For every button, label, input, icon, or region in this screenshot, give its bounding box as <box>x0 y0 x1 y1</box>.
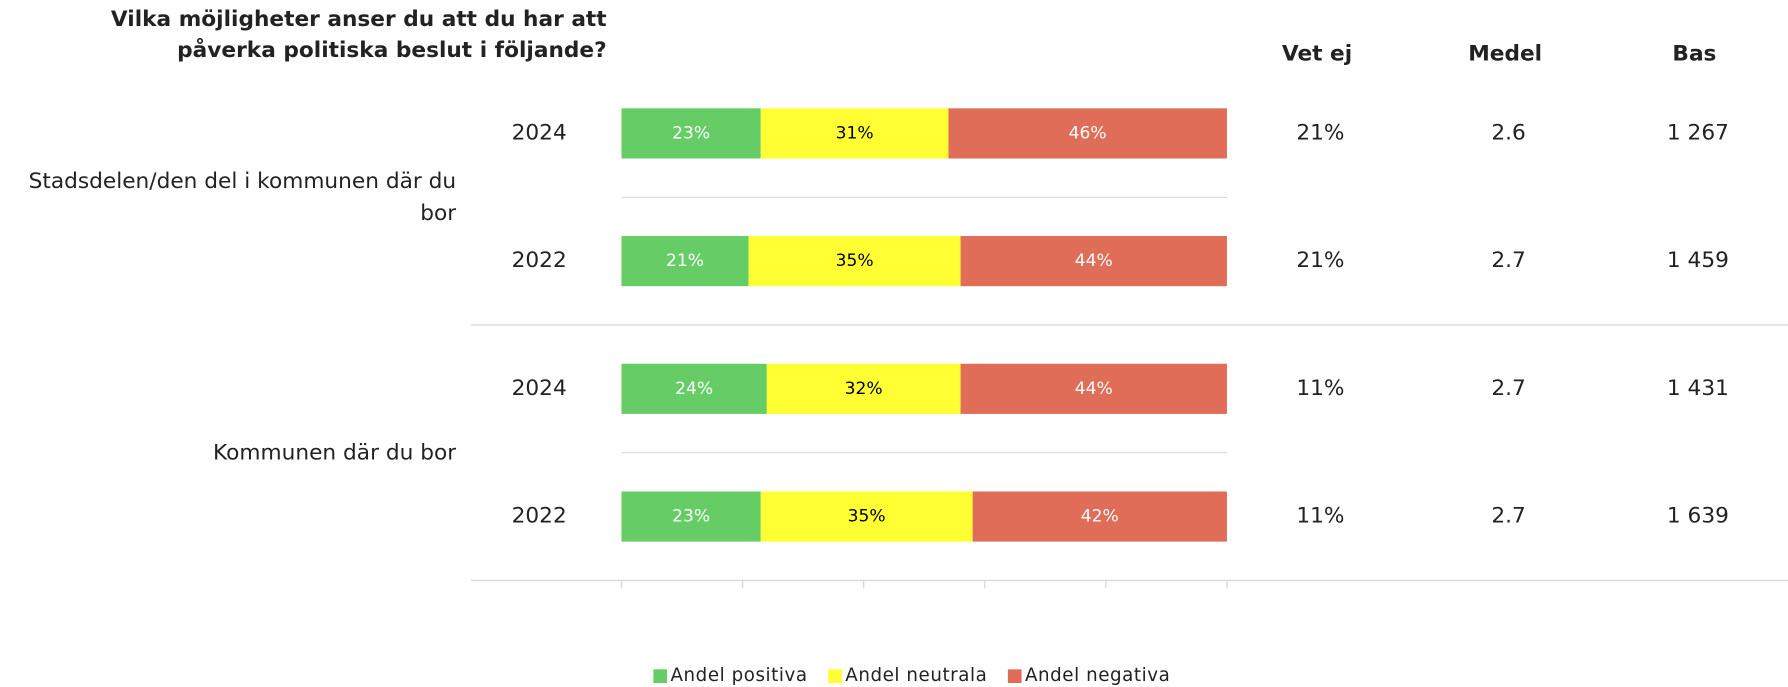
legend-swatch <box>653 669 668 684</box>
value-label: 31% <box>836 123 874 143</box>
bar-segment <box>960 236 1227 287</box>
value-label: 44% <box>1075 251 1113 271</box>
bar-segment <box>621 491 761 542</box>
column-value: 21% <box>1296 120 1344 145</box>
legend-label: Andel negativa <box>1025 665 1170 686</box>
category-label: 2024 <box>512 376 567 401</box>
bar-segment <box>621 363 767 414</box>
bar-segment <box>960 363 1227 414</box>
value-label: 35% <box>836 251 874 271</box>
column-value: 2.6 <box>1491 120 1525 145</box>
title-box: Vilka möjligheter anser du att du har at… <box>110 6 607 63</box>
bar-segment <box>748 236 961 287</box>
chart-title: Vilka möjligheter anser du att du har at… <box>110 6 607 63</box>
category-label: 2022 <box>512 504 567 529</box>
bar-segment <box>760 108 949 159</box>
column-header: Medel <box>1468 42 1542 67</box>
column-value: 1 639 <box>1667 504 1729 529</box>
column-value: 2.7 <box>1491 248 1525 273</box>
column-value: 1 431 <box>1667 376 1729 401</box>
group-label-box: Kommunen där du bor <box>213 440 457 466</box>
category-label: 2022 <box>512 248 567 273</box>
value-label: 23% <box>672 123 710 143</box>
column-header: Bas <box>1672 42 1716 67</box>
value-label: 35% <box>848 507 886 527</box>
column-value: 11% <box>1296 376 1344 401</box>
value-label: 42% <box>1081 507 1119 527</box>
column-value: 1 459 <box>1667 248 1729 273</box>
bar-segment <box>766 363 961 414</box>
legend-swatch <box>828 669 842 684</box>
legend-label: Andel neutrala <box>845 665 987 686</box>
category-label: 2024 <box>512 120 567 145</box>
legend-label: Andel positiva <box>671 665 808 686</box>
value-label: 46% <box>1069 123 1107 143</box>
column-value: 1 267 <box>1667 120 1729 145</box>
bar-segment <box>760 491 973 542</box>
column-value: 21% <box>1296 248 1344 273</box>
bar-segment <box>972 491 1227 542</box>
column-header: Vet ej <box>1282 42 1352 67</box>
bar-segment <box>621 236 749 287</box>
value-label: 24% <box>675 379 713 399</box>
value-label: 44% <box>1075 379 1113 399</box>
group-label: Stadsdelen/den del i kommunen där du bor <box>28 168 457 226</box>
column-value: 11% <box>1296 504 1344 529</box>
bar-segment <box>621 108 761 159</box>
value-label: 32% <box>845 379 883 399</box>
column-value: 2.7 <box>1491 504 1525 529</box>
group-label-box: Stadsdelen/den del i kommunen där du bor <box>28 168 457 226</box>
bar-segment <box>948 108 1227 159</box>
column-value: 2.7 <box>1491 376 1525 401</box>
legend-swatch <box>1007 669 1022 684</box>
value-label: 21% <box>666 251 704 271</box>
value-label: 23% <box>672 507 710 527</box>
group-label: Kommunen där du bor <box>213 440 457 466</box>
